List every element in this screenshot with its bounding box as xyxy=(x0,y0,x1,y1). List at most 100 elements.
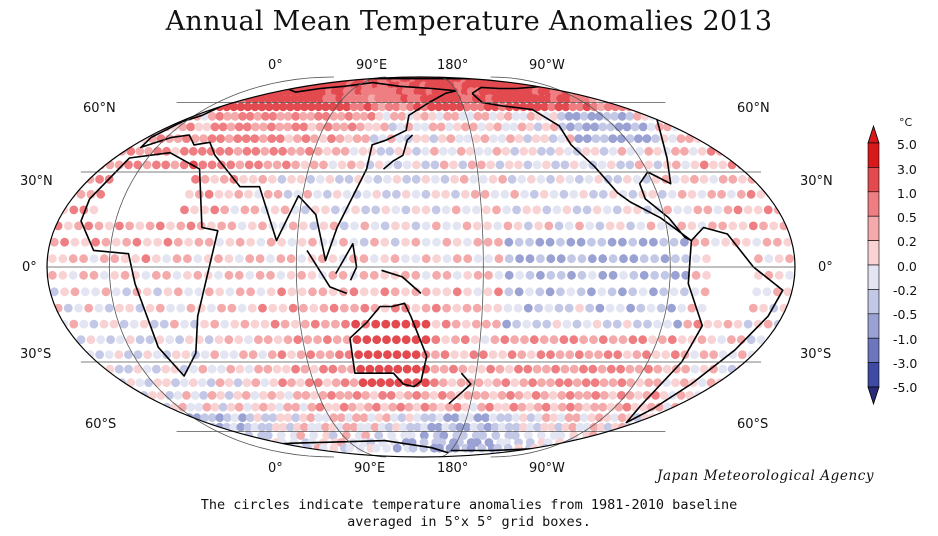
anomaly-dot xyxy=(84,221,94,231)
anomaly-dot xyxy=(349,237,359,247)
anomaly-dot xyxy=(531,391,541,400)
anomaly-dot xyxy=(680,237,689,247)
anomaly-dot xyxy=(242,378,252,388)
anomaly-dot xyxy=(774,270,784,280)
anomaly-dot xyxy=(76,174,85,184)
anomaly-dot xyxy=(549,189,559,199)
anomaly-dot xyxy=(504,160,514,170)
anomaly-dot xyxy=(224,391,234,400)
anomaly-dot xyxy=(283,413,293,423)
lon-label-top-90w: 90°W xyxy=(529,58,565,73)
anomaly-dot xyxy=(354,94,364,103)
anomaly-dot xyxy=(616,303,625,313)
anomaly-dot xyxy=(465,146,475,156)
anomaly-dot xyxy=(296,431,306,440)
anomaly-dot xyxy=(556,270,566,280)
anomaly-dot xyxy=(537,146,546,156)
anomaly-dot xyxy=(634,160,644,170)
anomaly-dot xyxy=(472,134,481,144)
anomaly-dot xyxy=(351,205,360,215)
anomaly-dot xyxy=(769,221,779,231)
anomaly-dot xyxy=(111,237,121,247)
anomaly-dot xyxy=(678,413,688,423)
anomaly-dot xyxy=(469,350,479,360)
anomaly-dot xyxy=(742,237,751,247)
anomaly-dot xyxy=(517,174,527,184)
anomaly-dot xyxy=(390,237,400,247)
anomaly-dot xyxy=(549,94,559,103)
anomaly-dot xyxy=(442,254,452,264)
anomaly-dot xyxy=(329,443,339,453)
anomaly-dot xyxy=(339,237,348,247)
anomaly-dot xyxy=(553,77,562,86)
anomaly-dot xyxy=(649,287,658,297)
lon-label-top-180: 180° xyxy=(437,58,469,73)
colorbar-max-arrow xyxy=(867,124,880,144)
anomaly-dot xyxy=(155,221,165,231)
anomaly-dot xyxy=(579,111,589,121)
anomaly-dot xyxy=(296,146,305,156)
anomaly-dot xyxy=(746,364,755,374)
anomaly-dot xyxy=(572,319,582,329)
anomaly-dot xyxy=(697,378,707,388)
anomaly-dot xyxy=(647,431,657,440)
anomaly-dot xyxy=(280,319,290,329)
anomaly-dot xyxy=(612,319,622,329)
anomaly-dot xyxy=(352,134,362,144)
anomaly-dot xyxy=(323,122,333,132)
anomaly-dot xyxy=(242,146,252,156)
anomaly-dot xyxy=(582,319,592,329)
anomaly-dot xyxy=(309,160,319,170)
anomaly-dot xyxy=(342,335,352,345)
anomaly-dot xyxy=(494,237,503,247)
anomaly-dot xyxy=(484,94,494,103)
anomaly-dot xyxy=(257,94,267,103)
anomaly-dot xyxy=(517,122,527,132)
anomaly-dot xyxy=(66,335,76,345)
anomaly-dot xyxy=(540,102,549,112)
anomaly-dot xyxy=(477,402,486,412)
anomaly-dot xyxy=(370,422,380,432)
anomaly-dot xyxy=(380,287,390,297)
anomaly-dot xyxy=(513,221,523,231)
anomaly-dot xyxy=(547,422,557,432)
anomaly-dot xyxy=(185,335,194,345)
anomaly-dot xyxy=(441,102,451,112)
anomaly-dot xyxy=(766,189,776,199)
anomaly-dot xyxy=(165,335,175,345)
anomaly-dot xyxy=(313,378,323,388)
anomaly-dot xyxy=(344,134,353,144)
anomaly-dot xyxy=(662,364,672,374)
lat-label-right-30n: 30°N xyxy=(800,174,833,189)
anomaly-dot xyxy=(663,205,672,215)
anomaly-dot xyxy=(773,287,782,297)
anomaly-dot xyxy=(469,422,479,432)
anomaly-dot xyxy=(607,287,617,297)
anomaly-dot xyxy=(413,94,423,103)
anomaly-dot xyxy=(229,443,238,453)
anomaly-dot xyxy=(283,335,293,345)
anomaly-dot xyxy=(709,174,718,184)
anomaly-dot xyxy=(597,287,607,297)
anomaly-dot xyxy=(492,378,502,388)
anomaly-dot xyxy=(248,350,258,360)
anomaly-dot xyxy=(451,189,460,199)
anomaly-dot xyxy=(350,303,359,313)
anomaly-dot xyxy=(502,319,511,329)
coastline xyxy=(80,151,219,377)
anomaly-dot xyxy=(421,237,431,247)
anomaly-dot xyxy=(349,422,359,432)
anomaly-dot xyxy=(493,122,503,132)
anomaly-dot xyxy=(617,391,626,400)
anomaly-dot xyxy=(189,364,198,374)
anomaly-dot xyxy=(305,146,314,156)
map-outline xyxy=(46,76,796,458)
anomaly-dot xyxy=(261,111,270,121)
anomaly-dot xyxy=(256,287,266,297)
anomaly-dot xyxy=(511,111,521,121)
anomaly-dot xyxy=(700,237,710,247)
anomaly-dot xyxy=(215,378,225,388)
anomaly-dot xyxy=(391,319,401,329)
anomaly-dot xyxy=(514,160,523,170)
